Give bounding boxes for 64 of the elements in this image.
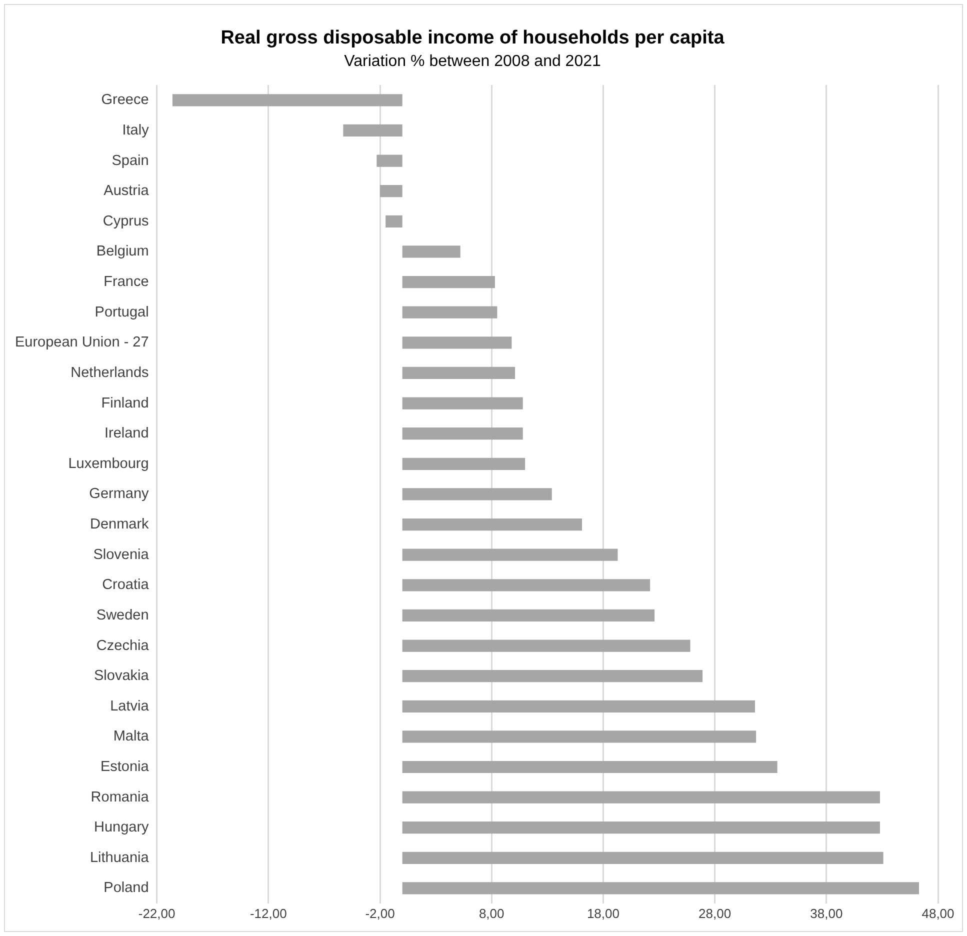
y-tick-label: Sweden	[96, 607, 149, 624]
bar	[402, 791, 880, 804]
bar	[402, 670, 703, 682]
x-tick-label: -22,00	[138, 906, 176, 921]
y-tick-label: Croatia	[102, 577, 150, 594]
x-tick-label: 28,00	[698, 906, 732, 921]
y-tick-label: Romania	[90, 789, 150, 806]
y-tick-label: Greece	[101, 92, 149, 108]
y-tick-label: European Union - 27	[14, 334, 149, 351]
x-tick-label: 18,00	[586, 906, 620, 921]
bar	[402, 760, 778, 774]
bar	[402, 882, 920, 894]
bar	[402, 730, 756, 743]
y-tick-label: Malta	[113, 728, 150, 745]
x-tick-label: 38,00	[810, 906, 843, 921]
bar	[402, 488, 552, 500]
bar	[402, 276, 495, 288]
bar	[386, 215, 402, 228]
y-tick-label: Luxembourg	[68, 456, 149, 472]
y-tick-label: Czechia	[96, 638, 150, 654]
y-tick-label: Finland	[101, 395, 149, 412]
y-tick-label: Austria	[104, 183, 150, 200]
y-tick-label: Hungary	[94, 820, 150, 836]
bar	[376, 154, 402, 167]
y-tick-label: Portugal	[94, 304, 149, 320]
chart-title: Real gross disposable income of households per capita	[220, 28, 725, 49]
chart-subtitle: Variation % between 2008 and 2021	[344, 52, 601, 70]
bar	[172, 94, 402, 106]
bar	[402, 366, 516, 380]
y-tick-label: Latvia	[110, 698, 150, 714]
y-tick-label: Cyprus	[102, 213, 149, 230]
y-tick-label: Denmark	[90, 516, 150, 533]
y-tick-label: Estonia	[100, 759, 150, 775]
bar	[402, 640, 690, 652]
bar	[402, 518, 582, 531]
y-tick-label: Spain	[112, 152, 149, 169]
x-tick-label: 8,00	[478, 906, 504, 921]
x-tick-label: 48,00	[922, 906, 954, 921]
y-tick-label: Italy	[122, 122, 150, 138]
bar	[402, 246, 460, 258]
bar	[380, 185, 402, 198]
bar	[402, 428, 523, 440]
bar	[402, 336, 512, 349]
bar	[402, 700, 755, 712]
x-tick-label: -12,00	[250, 906, 287, 921]
y-tick-label: Netherlands	[70, 364, 149, 381]
bar	[402, 822, 880, 834]
x-tick-label: -2,00	[365, 906, 395, 921]
bar	[402, 609, 655, 622]
y-tick-label: Slovenia	[93, 546, 150, 563]
bar	[402, 852, 884, 864]
y-tick-label: Lithuania	[90, 850, 150, 866]
bar	[402, 458, 526, 470]
bar	[402, 306, 498, 318]
bar	[402, 397, 523, 410]
y-tick-label: Poland	[104, 880, 149, 896]
bar	[402, 548, 618, 561]
y-tick-label: Slovakia	[94, 668, 150, 684]
y-tick-label: Belgium	[96, 244, 149, 260]
y-tick-label: France	[104, 274, 149, 290]
bar	[402, 579, 650, 592]
y-tick-label: Ireland	[104, 426, 149, 442]
bar	[343, 124, 402, 137]
y-tick-label: Germany	[89, 486, 150, 502]
